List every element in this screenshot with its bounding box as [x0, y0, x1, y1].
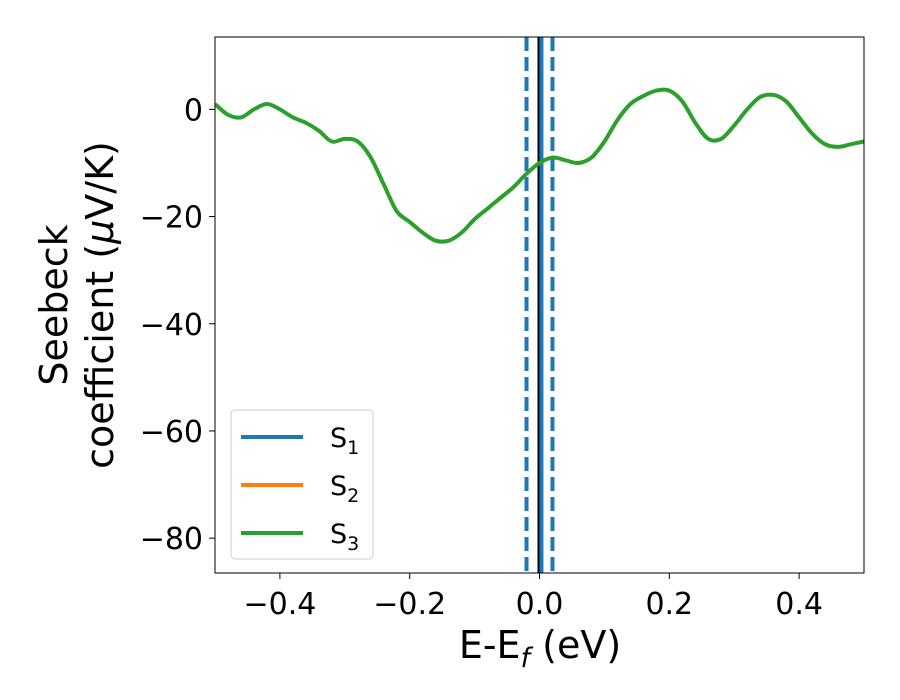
legend-label-s2: S2	[330, 471, 359, 507]
x-tick-label: −0.4	[243, 587, 316, 622]
y-tick-label: −20	[140, 201, 203, 236]
y-tick-label: −60	[140, 415, 203, 450]
y-axis-title-line1: Seebeck	[32, 224, 76, 385]
x-tick-label: 0.0	[516, 587, 564, 622]
y-axis-ticks: 0 −20 −40 −60 −80	[140, 93, 215, 557]
x-tick-label: 0.4	[775, 587, 823, 622]
legend: S1 S2 S3	[230, 409, 374, 560]
y-axis-title: Seebeck coefficient (μV/K)	[32, 141, 122, 469]
y-axis-title-line2: coefficient (μV/K)	[78, 141, 122, 469]
y-tick-label: −40	[140, 308, 203, 343]
series-lines	[215, 87, 864, 244]
y-tick-label: 0	[184, 93, 203, 128]
legend-label-s3: S3	[330, 519, 359, 555]
x-axis-title: E-Ef (eV)	[459, 623, 621, 674]
series-line-s3	[215, 87, 864, 244]
y-tick-label: −80	[140, 522, 203, 557]
x-axis-ticks: −0.4 −0.2 0.0 0.2 0.4	[243, 573, 823, 622]
x-tick-label: −0.2	[373, 587, 446, 622]
x-tick-label: 0.2	[645, 587, 693, 622]
vertical-lines	[524, 37, 555, 573]
legend-label-s1: S1	[330, 423, 359, 459]
